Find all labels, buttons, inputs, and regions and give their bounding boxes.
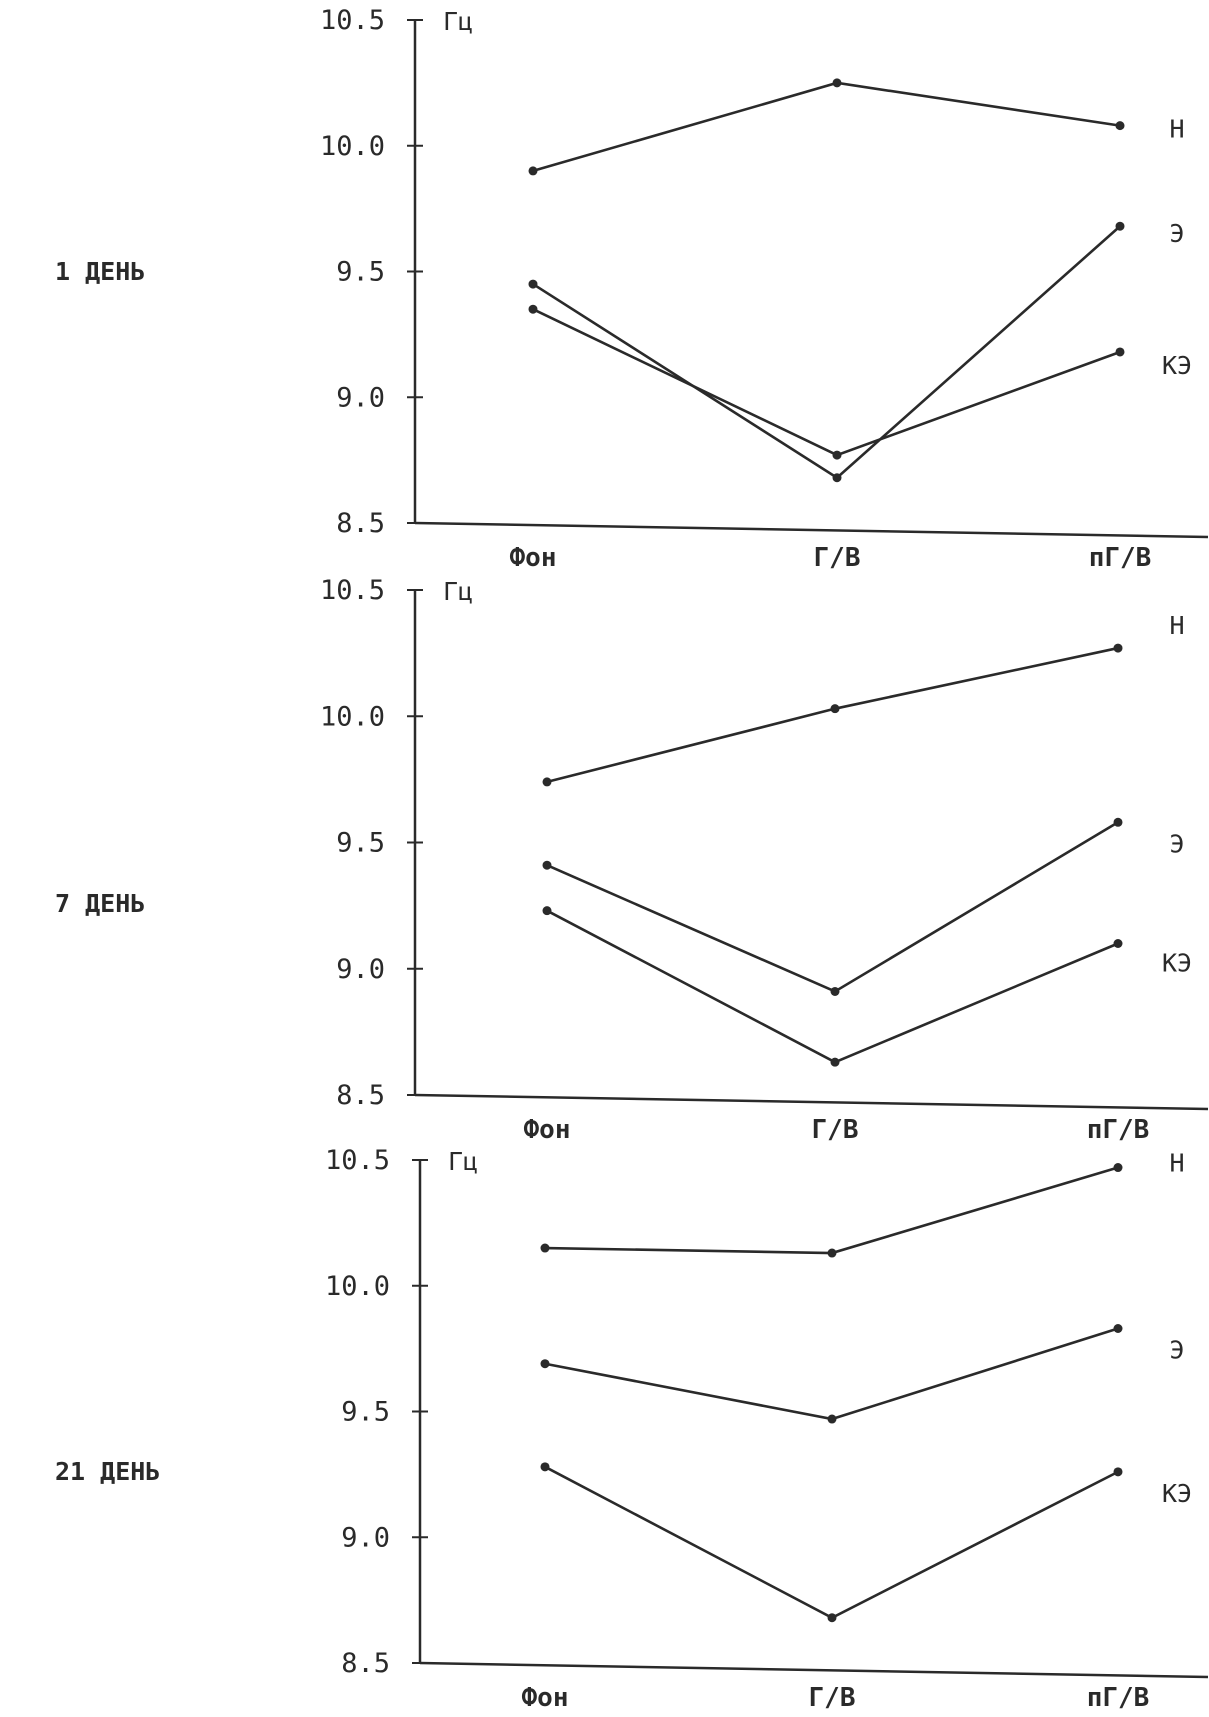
y-tick-label: 9.5 <box>336 828 385 859</box>
series-line-2 <box>544 1327 1119 1421</box>
data-point <box>540 1243 550 1253</box>
data-point <box>830 1057 840 1067</box>
data-point <box>832 473 842 483</box>
data-point <box>1113 643 1123 653</box>
x-category-label: Фон <box>522 1683 569 1713</box>
data-point <box>827 1248 837 1258</box>
data-point <box>540 1359 550 1369</box>
data-point <box>832 450 842 460</box>
series-label: Н <box>1169 115 1184 144</box>
x-category-label: Фон <box>510 543 557 573</box>
data-point <box>827 1613 837 1623</box>
y-tick-label: 9.5 <box>336 257 385 288</box>
data-point <box>1113 1467 1123 1477</box>
data-point <box>542 777 552 787</box>
x-category-label: пГ/В <box>1087 1115 1150 1145</box>
series-line-1 <box>544 1166 1119 1255</box>
y-tick-label: 10.0 <box>325 1271 390 1302</box>
series-line-1 <box>546 646 1119 784</box>
series-label: Э <box>1169 219 1184 248</box>
series-line-3 <box>544 1465 1119 1620</box>
data-point <box>1113 939 1123 948</box>
data-point <box>528 279 538 289</box>
data-point <box>542 860 552 870</box>
panel-label: 21 ДЕНЬ <box>55 1457 160 1486</box>
chart-panel-1: 10.5 10.0 9.5 9.0 8.5 Гц Фон Г/В пГ/В 1 ДЕНЬ Н Э КЭ <box>55 5 1209 573</box>
y-unit-label: Гц <box>443 7 473 36</box>
series-line-3 <box>546 909 1119 1064</box>
data-point <box>1115 121 1125 131</box>
x-category-label: Г/В <box>809 1683 856 1713</box>
x-category-label: Г/В <box>814 543 861 573</box>
chart-panel-2: 10.5 10.0 9.5 9.0 8.5 Гц Фон Г/В пГ/В 7 ДЕНЬ Н Э КЭ <box>55 575 1209 1145</box>
series-label: КЭ <box>1162 1479 1192 1508</box>
y-tick-label: 10.0 <box>320 131 385 162</box>
y-unit-label: Гц <box>443 577 473 606</box>
data-point <box>1113 1163 1123 1173</box>
y-tick-label: 10.0 <box>320 701 385 732</box>
data-point <box>832 78 842 88</box>
series-label: КЭ <box>1162 351 1192 380</box>
y-tick-label: 9.0 <box>341 1522 390 1553</box>
data-point <box>528 166 538 176</box>
x-axis <box>419 1661 1209 1679</box>
data-point <box>542 906 552 916</box>
y-tick-label: 9.5 <box>341 1397 390 1428</box>
data-point <box>1115 347 1125 357</box>
panel-label: 1 ДЕНЬ <box>55 257 145 286</box>
y-tick-label: 9.0 <box>336 954 385 985</box>
y-tick-label: 10.5 <box>320 5 385 36</box>
data-point <box>830 986 840 996</box>
data-point <box>827 1414 837 1424</box>
y-tick-label: 8.5 <box>341 1648 390 1679</box>
x-axis <box>414 521 1209 539</box>
y-tick-label: 10.5 <box>325 1145 390 1176</box>
x-category-label: пГ/В <box>1089 543 1152 573</box>
series-line-3 <box>532 308 1121 457</box>
y-unit-label: Гц <box>448 1147 478 1176</box>
data-point <box>830 704 840 714</box>
series-label: КЭ <box>1162 949 1192 978</box>
data-point <box>528 304 538 314</box>
series-line-2 <box>546 821 1119 993</box>
y-tick-label: 9.0 <box>336 382 385 413</box>
data-point <box>540 1462 550 1472</box>
series-label: Н <box>1169 611 1184 640</box>
data-point <box>1113 817 1123 827</box>
series-label: Э <box>1169 1336 1184 1365</box>
x-axis <box>414 1093 1209 1111</box>
y-tick-label: 8.5 <box>336 508 385 539</box>
series-line-1 <box>532 81 1121 173</box>
x-category-label: пГ/В <box>1087 1683 1150 1713</box>
series-label: Э <box>1169 829 1184 858</box>
x-category-label: Г/В <box>812 1115 859 1145</box>
x-category-label: Фон <box>524 1115 571 1145</box>
data-point <box>1113 1324 1123 1334</box>
panel-label: 7 ДЕНЬ <box>55 889 145 918</box>
y-tick-label: 8.5 <box>336 1080 385 1111</box>
data-point <box>1115 221 1125 231</box>
series-label: Н <box>1169 1149 1184 1178</box>
chart-panel-3: 10.5 10.0 9.5 9.0 8.5 Гц Фон Г/В пГ/В 21 ДЕНЬ Н Э КЭ <box>55 1145 1209 1713</box>
y-tick-label: 10.5 <box>320 575 385 606</box>
